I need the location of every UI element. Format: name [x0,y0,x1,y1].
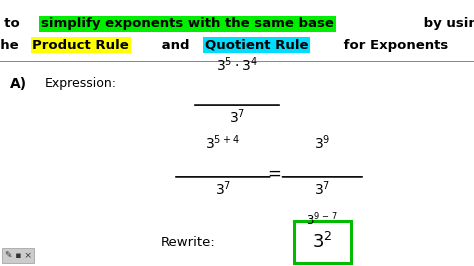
Text: $3^7$: $3^7$ [314,180,330,198]
Text: Rewrite:: Rewrite: [161,236,216,248]
Text: by using: by using [419,17,474,30]
Text: $3^5 \cdot 3^4$: $3^5 \cdot 3^4$ [216,56,258,74]
Text: for Exponents: for Exponents [338,39,448,52]
Text: $3^9$: $3^9$ [314,133,330,152]
Text: $3^{9\,-\,7}$: $3^{9\,-\,7}$ [306,211,338,228]
Text: $3^{5+4}$: $3^{5+4}$ [205,133,240,152]
Text: $=$: $=$ [264,164,281,182]
Text: ✎ ▪ ×: ✎ ▪ × [5,251,32,260]
Text: Quotient Rule: Quotient Rule [205,39,309,52]
Text: How to: How to [0,17,24,30]
Text: $3^7$: $3^7$ [215,180,231,198]
Text: Expression:: Expression: [45,77,117,90]
Text: Product Rule: Product Rule [32,39,129,52]
Text: simplify exponents with the same base: simplify exponents with the same base [41,17,334,30]
Text: $3^7$: $3^7$ [229,108,245,126]
Text: A): A) [9,77,27,91]
Text: and: and [157,39,194,52]
Text: the: the [0,39,24,52]
FancyBboxPatch shape [294,221,351,263]
Text: $3^2$: $3^2$ [312,232,332,252]
